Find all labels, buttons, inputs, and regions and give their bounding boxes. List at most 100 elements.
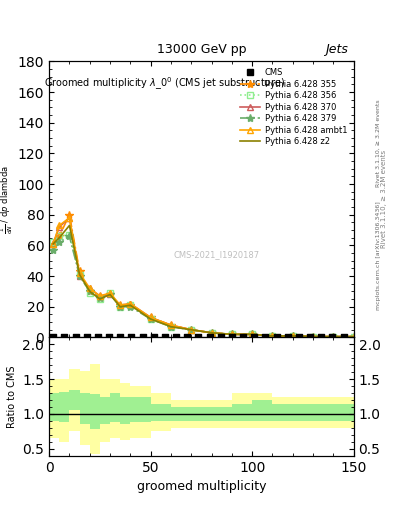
Pythia 6.428 z2 (311, 334, 316, 340)
Pythia 6.428 379 (189, 327, 194, 333)
Pythia 6.428 356 (51, 239, 55, 245)
Pythia 6.428 379 (87, 288, 92, 294)
Pythia 6.428 370 (97, 293, 102, 299)
Pythia 6.428 z2 (67, 222, 72, 228)
Line: Pythia 6.428 379: Pythia 6.428 379 (49, 232, 358, 341)
Pythia 6.428 370 (51, 241, 55, 247)
X-axis label: groomed multiplicity: groomed multiplicity (137, 480, 266, 493)
Pythia 6.428 370 (270, 333, 275, 339)
Y-axis label: $\frac{1}{\mathrm{d}N}\ /\ \mathrm{d}p\ \mathrm{d}\mathrm{lambda}$: $\frac{1}{\mathrm{d}N}\ /\ \mathrm{d}p\ … (0, 165, 15, 234)
Pythia 6.428 355 (250, 331, 255, 337)
Pythia 6.428 356 (270, 333, 275, 339)
CMS (173, 333, 179, 341)
Pythia 6.428 ambt1 (189, 327, 194, 333)
Pythia 6.428 ambt1 (311, 334, 316, 340)
Pythia 6.428 355 (97, 293, 102, 299)
Pythia 6.428 ambt1 (87, 285, 92, 291)
Pythia 6.428 370 (118, 302, 123, 308)
Pythia 6.428 379 (118, 304, 123, 310)
Pythia 6.428 356 (77, 271, 82, 278)
Pythia 6.428 ambt1 (57, 222, 62, 228)
Pythia 6.428 ambt1 (108, 290, 112, 296)
Pythia 6.428 355 (290, 333, 295, 339)
CMS (340, 333, 347, 341)
Line: Pythia 6.428 z2: Pythia 6.428 z2 (53, 225, 354, 337)
Pythia 6.428 379 (250, 331, 255, 337)
Pythia 6.428 379 (108, 291, 112, 297)
Line: Pythia 6.428 ambt1: Pythia 6.428 ambt1 (50, 215, 357, 340)
Pythia 6.428 370 (67, 215, 72, 221)
Pythia 6.428 ambt1 (148, 314, 153, 321)
Pythia 6.428 355 (169, 322, 173, 328)
Pythia 6.428 379 (51, 247, 55, 253)
Pythia 6.428 z2 (250, 331, 255, 337)
Pythia 6.428 ambt1 (67, 215, 72, 221)
CMS (251, 333, 257, 341)
CMS (195, 333, 202, 341)
Pythia 6.428 356 (311, 334, 316, 340)
Pythia 6.428 z2 (77, 271, 82, 278)
Pythia 6.428 370 (148, 314, 153, 321)
Pythia 6.428 z2 (108, 291, 112, 297)
Pythia 6.428 370 (331, 334, 336, 340)
Pythia 6.428 356 (209, 330, 214, 336)
Pythia 6.428 z2 (128, 302, 133, 308)
Pythia 6.428 356 (97, 296, 102, 302)
Pythia 6.428 370 (250, 331, 255, 337)
Pythia 6.428 379 (97, 294, 102, 301)
Pythia 6.428 355 (148, 314, 153, 321)
Pythia 6.428 z2 (51, 241, 55, 247)
Pythia 6.428 379 (67, 233, 72, 239)
Pythia 6.428 355 (108, 291, 112, 297)
Pythia 6.428 356 (87, 290, 92, 296)
Text: Rivet 3.1.10, ≥ 3.2M events: Rivet 3.1.10, ≥ 3.2M events (381, 151, 387, 248)
Pythia 6.428 355 (270, 333, 275, 339)
Line: Pythia 6.428 370: Pythia 6.428 370 (50, 215, 357, 340)
Pythia 6.428 370 (87, 285, 92, 291)
Legend: CMS, Pythia 6.428 355, Pythia 6.428 356, Pythia 6.428 370, Pythia 6.428 379, Pyt: CMS, Pythia 6.428 355, Pythia 6.428 356,… (237, 66, 349, 148)
Pythia 6.428 370 (57, 224, 62, 230)
CMS (61, 333, 68, 341)
Pythia 6.428 z2 (87, 288, 92, 294)
Pythia 6.428 356 (148, 316, 153, 322)
Pythia 6.428 356 (290, 333, 295, 339)
Pythia 6.428 370 (189, 327, 194, 333)
Pythia 6.428 379 (230, 331, 234, 337)
Pythia 6.428 379 (169, 324, 173, 330)
Pythia 6.428 ambt1 (270, 333, 275, 339)
CMS (318, 333, 324, 341)
Pythia 6.428 370 (128, 301, 133, 307)
CMS (296, 333, 302, 341)
Pythia 6.428 z2 (97, 296, 102, 302)
CMS (162, 333, 168, 341)
Pythia 6.428 ambt1 (77, 270, 82, 276)
Pythia 6.428 356 (67, 231, 72, 238)
Pythia 6.428 356 (57, 233, 62, 239)
Pythia 6.428 356 (108, 290, 112, 296)
CMS (50, 333, 56, 341)
Pythia 6.428 ambt1 (290, 333, 295, 339)
CMS (329, 333, 336, 341)
Pythia 6.428 ambt1 (209, 330, 214, 336)
Pythia 6.428 z2 (290, 333, 295, 339)
CMS (184, 333, 190, 341)
Pythia 6.428 370 (169, 322, 173, 328)
Line: Pythia 6.428 356: Pythia 6.428 356 (50, 231, 357, 340)
Pythia 6.428 379 (57, 239, 62, 245)
Pythia 6.428 355 (67, 211, 72, 218)
Pythia 6.428 ambt1 (51, 241, 55, 247)
Pythia 6.428 379 (77, 273, 82, 279)
Pythia 6.428 ambt1 (230, 331, 234, 337)
Text: mcplots.cern.ch [arXiv:1306.3436]: mcplots.cern.ch [arXiv:1306.3436] (376, 202, 381, 310)
Pythia 6.428 370 (230, 331, 234, 337)
Pythia 6.428 z2 (118, 304, 123, 310)
Text: CMS-2021_I1920187: CMS-2021_I1920187 (174, 250, 260, 259)
Pythia 6.428 370 (209, 330, 214, 336)
Pythia 6.428 379 (351, 334, 356, 340)
CMS (274, 333, 280, 341)
CMS (307, 333, 313, 341)
Pythia 6.428 370 (77, 273, 82, 279)
CMS (84, 333, 90, 341)
CMS (151, 333, 157, 341)
Pythia 6.428 356 (331, 334, 336, 340)
